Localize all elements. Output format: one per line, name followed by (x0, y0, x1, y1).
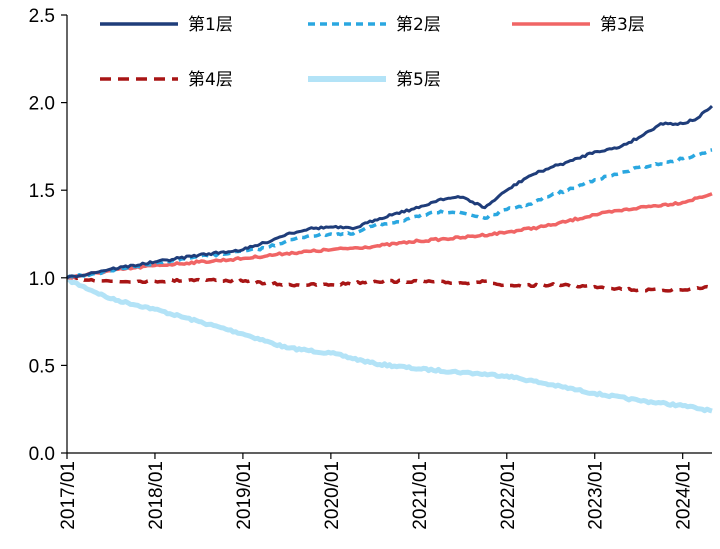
legend-label-1: 第1层 (188, 15, 233, 35)
x-tick-label: 2018/01 (146, 461, 167, 530)
x-tick-label: 2023/01 (586, 461, 607, 530)
x-tick-label: 2022/01 (498, 461, 519, 530)
y-tick-label: 0.5 (29, 356, 55, 377)
series-line-5 (66, 277, 713, 414)
ticks: 0.0 0.5 1.0 1.5 2.0 2.5 2017/01 2018/01 2019/01 2… (29, 6, 695, 530)
x-tick-label: 2021/01 (410, 461, 431, 530)
series-line-4 (66, 275, 713, 293)
series-line-1 (66, 105, 714, 280)
series-line-3 (66, 192, 713, 280)
y-tick-label: 2.5 (29, 6, 55, 27)
y-tick-label: 1.0 (29, 269, 55, 290)
legend-label-2: 第2层 (396, 15, 441, 35)
x-tick-label: 2019/01 (234, 461, 255, 530)
x-tick-label: 2017/01 (58, 461, 79, 530)
legend-label-4: 第4层 (188, 70, 233, 90)
series-line-2 (66, 148, 713, 280)
legend-label-5: 第5层 (396, 70, 441, 90)
y-tick-label: 2.0 (29, 94, 55, 115)
legend-label-3: 第3层 (600, 15, 645, 35)
y-tick-label: 0.0 (29, 444, 55, 465)
x-tick-label: 2020/01 (322, 461, 343, 530)
y-tick-label: 1.5 (29, 181, 55, 202)
series-layer (66, 105, 714, 414)
axes (66, 15, 712, 454)
x-tick-label: 2024/01 (674, 461, 695, 530)
